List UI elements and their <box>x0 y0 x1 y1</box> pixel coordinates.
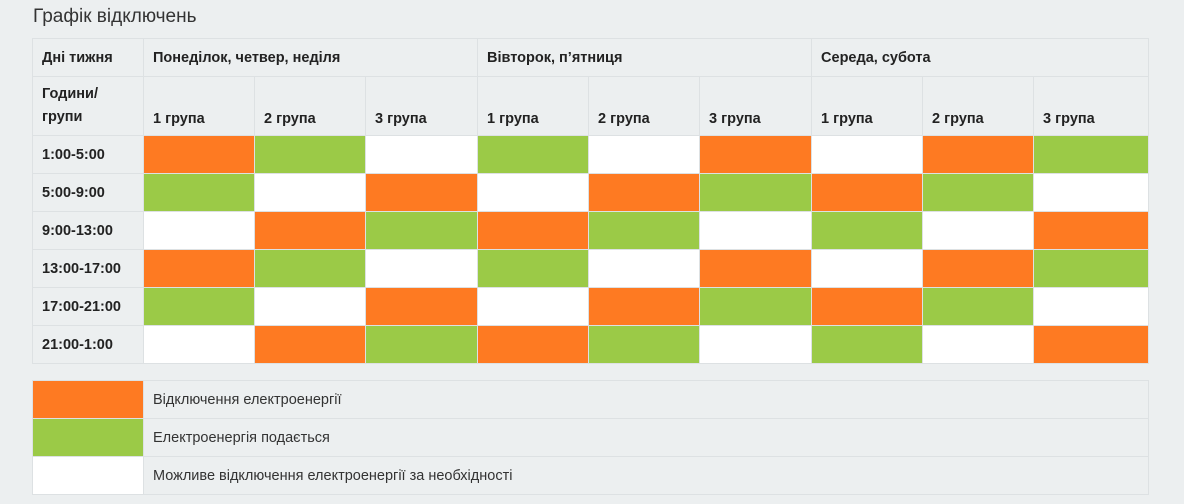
group-header: 2 група <box>922 76 1035 136</box>
legend-row: Електроенергія подається <box>32 418 1149 457</box>
schedule-cell-off <box>254 325 366 364</box>
day-group-header-3: Середа, субота <box>811 38 1150 77</box>
schedule-cell-on <box>588 325 701 364</box>
schedule-cell-off <box>143 249 255 288</box>
schedule-cell-on <box>699 287 813 326</box>
schedule-cell-on <box>699 173 813 212</box>
legend-label: Відключення електроенергії <box>143 380 1149 419</box>
schedule-cell-on <box>477 249 590 288</box>
time-slot-label: 21:00-1:00 <box>32 325 144 364</box>
days-header: Дні тижня <box>32 38 144 77</box>
schedule-cell-maybe <box>699 325 813 364</box>
legend-swatch-maybe <box>32 456 144 495</box>
schedule-cell-on <box>811 325 924 364</box>
table-row: 9:00-13:00 <box>32 211 1150 250</box>
groups-header-line1: Години/ <box>42 86 98 102</box>
time-slot-label: 17:00-21:00 <box>32 287 144 326</box>
schedule-cell-maybe <box>1033 173 1150 212</box>
schedule-cell-off <box>922 249 1035 288</box>
schedule-cell-off <box>699 135 813 174</box>
group-header: 2 група <box>588 76 701 136</box>
schedule-cell-off <box>811 173 924 212</box>
schedule-cell-maybe <box>364 135 479 174</box>
schedule-cell-maybe <box>588 249 701 288</box>
table-row: 21:00-1:00 <box>32 325 1150 364</box>
legend-swatch-on <box>32 418 144 457</box>
table-row: 5:00-9:00 <box>32 173 1150 212</box>
schedule-cell-off <box>1033 211 1150 250</box>
schedule-cell-off <box>588 173 701 212</box>
legend-swatch-off <box>32 380 144 419</box>
schedule-cell-on <box>922 287 1035 326</box>
day-group-header-1: Понеділок, четвер, неділя <box>142 38 479 77</box>
schedule-cell-off <box>477 211 590 250</box>
schedule-cell-on <box>364 325 479 364</box>
schedule-cell-maybe <box>143 325 255 364</box>
schedule-cell-maybe <box>922 325 1035 364</box>
legend-label: Електроенергія подається <box>143 418 1149 457</box>
schedule-cell-on <box>364 211 479 250</box>
time-slot-label: 9:00-13:00 <box>32 211 144 250</box>
legend-row: Можливе відключення електроенергії за не… <box>32 456 1149 495</box>
group-header: 1 група <box>811 76 924 136</box>
schedule-cell-maybe <box>254 173 366 212</box>
schedule-cell-maybe <box>477 173 590 212</box>
group-header: 3 група <box>364 76 479 136</box>
legend-row: Відключення електроенергії <box>32 380 1149 419</box>
legend-label: Можливе відключення електроенергії за не… <box>143 456 1149 495</box>
schedule-cell-off <box>477 325 590 364</box>
schedule-cell-maybe <box>143 211 255 250</box>
schedule-cell-on <box>922 173 1035 212</box>
schedule-cell-on <box>143 287 255 326</box>
schedule-table: Дні тижня Понеділок, четвер, неділя Вівт… <box>32 38 1150 364</box>
group-header: 3 група <box>1033 76 1150 136</box>
schedule-cell-maybe <box>254 287 366 326</box>
time-slot-label: 1:00-5:00 <box>32 135 144 174</box>
group-header: 3 група <box>699 76 813 136</box>
schedule-cell-on <box>254 135 366 174</box>
schedule-cell-on <box>254 249 366 288</box>
schedule-cell-maybe <box>364 249 479 288</box>
groups-header: Години/ групи <box>32 76 144 136</box>
schedule-cell-maybe <box>699 211 813 250</box>
group-header: 1 група <box>477 76 590 136</box>
schedule-cell-maybe <box>922 211 1035 250</box>
schedule-cell-on <box>143 173 255 212</box>
schedule-cell-off <box>1033 325 1150 364</box>
schedule-cell-off <box>699 249 813 288</box>
schedule-cell-off <box>922 135 1035 174</box>
schedule-cell-on <box>811 211 924 250</box>
schedule-cell-on <box>1033 135 1150 174</box>
group-header: 2 група <box>254 76 366 136</box>
time-slot-label: 13:00-17:00 <box>32 249 144 288</box>
schedule-cell-off <box>811 287 924 326</box>
schedule-cell-maybe <box>811 249 924 288</box>
schedule-cell-maybe <box>811 135 924 174</box>
groups-header-line2: групи <box>42 109 83 125</box>
table-row: 13:00-17:00 <box>32 249 1150 288</box>
schedule-cell-on <box>477 135 590 174</box>
schedule-cell-maybe <box>588 135 701 174</box>
schedule-cell-off <box>364 287 479 326</box>
table-row: 1:00-5:00 <box>32 135 1150 174</box>
schedule-cell-maybe <box>1033 287 1150 326</box>
schedule-cell-on <box>588 211 701 250</box>
group-header: 1 група <box>143 76 255 136</box>
day-group-header-2: Вівторок, п’ятниця <box>477 38 813 77</box>
table-row: 17:00-21:00 <box>32 287 1150 326</box>
page-title: Графік відключень <box>33 6 197 27</box>
schedule-cell-off <box>143 135 255 174</box>
time-slot-label: 5:00-9:00 <box>32 173 144 212</box>
legend-table: Відключення електроенергії Електроенергія… <box>32 380 1149 495</box>
schedule-cell-on <box>1033 249 1150 288</box>
schedule-cell-off <box>588 287 701 326</box>
schedule-cell-maybe <box>477 287 590 326</box>
schedule-cell-off <box>254 211 366 250</box>
schedule-cell-off <box>364 173 479 212</box>
